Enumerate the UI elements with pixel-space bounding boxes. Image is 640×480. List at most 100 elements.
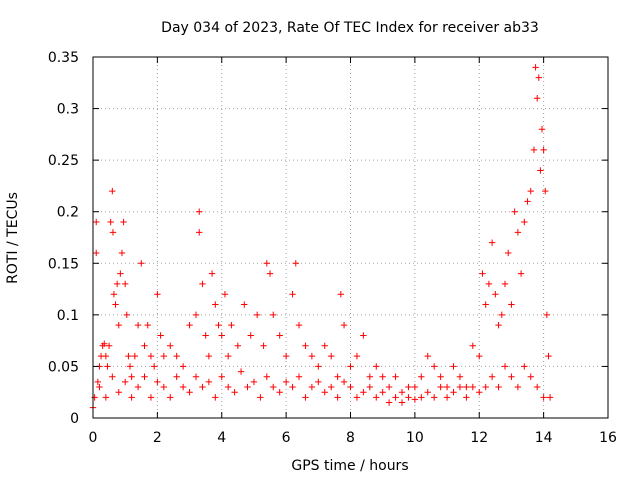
x-tick-label: 6	[282, 430, 291, 446]
data-point	[450, 389, 457, 396]
data-point	[295, 321, 303, 329]
data-point	[492, 291, 499, 298]
data-point	[134, 383, 142, 391]
data-point	[418, 394, 425, 401]
data-point	[495, 321, 502, 329]
data-point	[150, 363, 158, 370]
data-point	[405, 394, 412, 401]
data-point	[517, 270, 525, 277]
data-point	[347, 383, 354, 391]
data-point	[353, 352, 361, 360]
data-point	[101, 340, 108, 347]
data-point	[109, 229, 117, 236]
data-point	[144, 321, 151, 329]
data-point	[276, 389, 283, 396]
data-point	[224, 383, 232, 391]
data-point	[501, 280, 509, 288]
data-point	[107, 218, 114, 226]
data-point	[109, 373, 116, 380]
data-point	[208, 270, 216, 277]
data-point	[167, 342, 174, 349]
data-point	[104, 363, 111, 370]
data-point	[215, 321, 222, 329]
data-point	[308, 383, 316, 391]
data-point	[218, 373, 225, 380]
data-point	[224, 352, 232, 360]
data-point	[128, 394, 135, 401]
data-point	[469, 383, 477, 391]
data-point	[379, 389, 386, 396]
data-point	[253, 311, 261, 319]
y-tick-label: 0.25	[48, 153, 79, 169]
data-point	[511, 208, 518, 215]
data-point	[234, 342, 242, 349]
data-point	[126, 363, 134, 370]
data-point	[411, 383, 419, 391]
data-point	[292, 260, 299, 267]
data-point	[196, 229, 203, 236]
data-point	[118, 249, 126, 257]
data-point	[385, 383, 393, 391]
data-point	[373, 363, 380, 370]
data-point	[479, 270, 486, 277]
data-point	[392, 394, 399, 401]
x-tick-label: 16	[599, 430, 617, 446]
data-point	[160, 383, 168, 391]
y-axis-label: ROTI / TECUs	[5, 192, 21, 284]
data-point	[102, 352, 110, 360]
data-point	[186, 321, 193, 329]
data-point	[508, 373, 515, 380]
data-point	[540, 146, 547, 154]
x-tick-label: 4	[217, 430, 226, 446]
data-point	[105, 342, 113, 349]
data-point	[173, 352, 180, 360]
data-point	[131, 352, 139, 360]
data-point	[121, 280, 129, 288]
data-point	[379, 373, 386, 380]
data-point	[257, 394, 264, 401]
data-point	[117, 270, 124, 277]
data-point	[469, 342, 477, 349]
data-point	[418, 373, 425, 380]
data-point	[96, 383, 103, 391]
grid	[93, 57, 608, 418]
data-point	[533, 95, 541, 102]
data-point	[514, 229, 522, 236]
data-point	[495, 383, 502, 391]
data-point	[121, 378, 129, 386]
data-point	[167, 394, 174, 401]
data-point	[533, 383, 541, 391]
data-point	[231, 389, 238, 396]
data-point	[125, 352, 132, 360]
data-point	[546, 394, 554, 401]
data-point	[196, 208, 203, 215]
data-point	[260, 342, 267, 349]
data-point	[424, 389, 431, 396]
data-point	[289, 383, 296, 391]
data-point	[535, 74, 542, 81]
data-point	[282, 378, 290, 386]
y-tick-label: 0	[70, 411, 79, 427]
data-point	[212, 301, 219, 308]
data-point	[179, 383, 187, 391]
data-point	[476, 352, 483, 360]
data-point	[109, 187, 116, 195]
data-point	[450, 363, 457, 370]
data-point	[123, 311, 130, 319]
data-point	[538, 126, 546, 133]
data-point	[540, 394, 547, 401]
x-tick-label: 12	[470, 430, 488, 446]
data-point	[327, 352, 335, 360]
data-point	[482, 383, 489, 391]
data-point	[315, 378, 322, 386]
data-point	[94, 378, 102, 386]
data-point	[463, 383, 470, 391]
data-point	[115, 389, 122, 396]
data-point	[247, 332, 254, 339]
data-point	[437, 373, 444, 380]
data-point	[263, 373, 271, 380]
data-point	[93, 249, 100, 257]
x-tick-label: 10	[406, 430, 424, 446]
data-point	[327, 383, 335, 391]
data-point	[398, 389, 406, 396]
